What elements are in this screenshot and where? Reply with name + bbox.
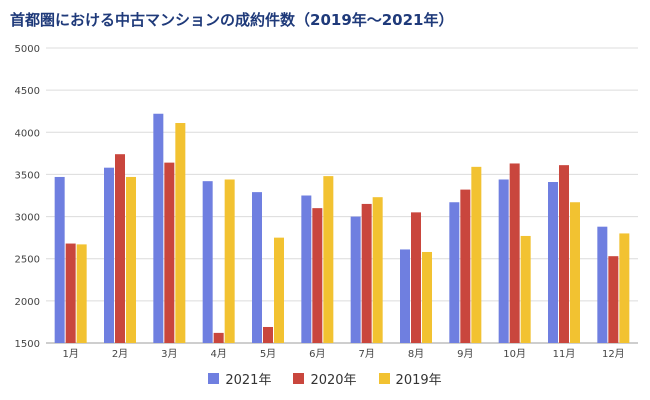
bar — [361, 203, 372, 343]
bar — [65, 243, 76, 343]
legend-label-2019: 2019年 — [395, 373, 442, 388]
bar — [153, 113, 164, 343]
x-tick-label: 1月 — [62, 348, 78, 360]
y-tick-label: 2000 — [15, 297, 40, 308]
bar — [175, 123, 186, 343]
bar — [350, 216, 361, 343]
y-tick-label: 4000 — [15, 128, 40, 139]
bar — [104, 167, 114, 343]
chart-title: 首都圏における中古マンションの成約件数（2019年～2021年） — [10, 11, 454, 29]
legend-swatch-2019 — [378, 373, 390, 384]
bar — [619, 233, 630, 343]
bar — [559, 165, 569, 343]
bar — [372, 197, 383, 343]
y-tick-label: 5000 — [15, 44, 40, 55]
bar — [224, 179, 235, 343]
legend-swatch-2021 — [208, 373, 220, 384]
bar — [570, 202, 580, 343]
x-tick-label: 4月 — [210, 348, 226, 360]
y-tick-label: 2500 — [15, 255, 40, 266]
y-tick-label: 3500 — [15, 170, 40, 181]
bar — [115, 154, 125, 343]
bar — [608, 256, 619, 343]
legend-swatch-2020 — [293, 373, 305, 384]
bar — [252, 192, 262, 343]
bar — [400, 249, 410, 343]
bar — [411, 212, 421, 343]
x-tick-label: 12月 — [602, 348, 625, 360]
bar — [323, 176, 334, 343]
bar — [498, 179, 509, 343]
x-tick-label: 10月 — [503, 348, 526, 360]
y-tick-label: 4500 — [15, 86, 40, 97]
legend-item-2021: 2021年 — [208, 369, 271, 388]
x-tick-label: 2月 — [112, 348, 128, 360]
x-tick-label: 9月 — [457, 348, 473, 360]
legend: 2021年 2020年 2019年 — [0, 369, 650, 388]
bar — [471, 166, 482, 343]
bar — [422, 251, 432, 343]
bar — [126, 176, 136, 343]
legend-label-2020: 2020年 — [310, 373, 357, 388]
x-tick-label: 3月 — [161, 348, 177, 360]
bar — [520, 235, 531, 343]
bar — [54, 176, 65, 343]
x-tick-label: 8月 — [408, 348, 424, 360]
bar — [213, 332, 224, 343]
bar — [76, 244, 87, 343]
legend-label-2021: 2021年 — [225, 373, 272, 388]
y-tick-label: 1500 — [15, 339, 40, 350]
bar — [449, 202, 460, 343]
legend-item-2019: 2019年 — [378, 369, 442, 388]
bar — [263, 326, 273, 343]
bar — [202, 181, 213, 343]
x-tick-label: 6月 — [309, 348, 325, 360]
bar — [460, 189, 471, 343]
bar — [597, 226, 608, 343]
bar — [301, 195, 312, 343]
x-tick-label: 7月 — [358, 348, 374, 360]
bar — [274, 237, 284, 343]
bar — [509, 163, 520, 343]
legend-item-2020: 2020年 — [293, 369, 357, 388]
bar — [548, 182, 558, 343]
x-tick-label: 5月 — [260, 348, 276, 360]
y-tick-label: 3000 — [15, 213, 40, 224]
bar — [164, 162, 175, 343]
x-tick-label: 11月 — [553, 348, 576, 360]
bar — [312, 208, 323, 343]
